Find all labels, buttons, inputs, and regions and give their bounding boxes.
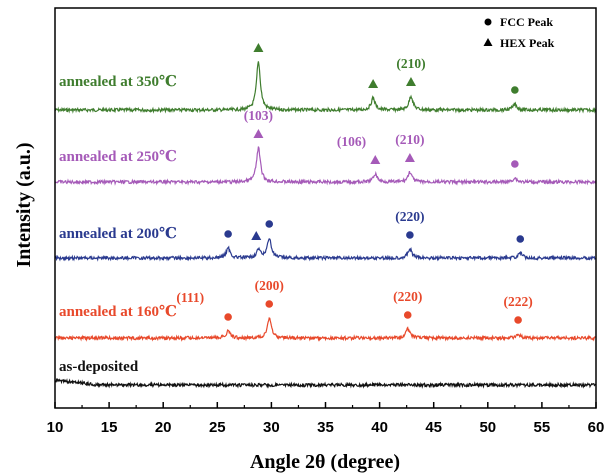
fcc-peak-marker [514, 316, 522, 324]
peak-annotation: (210) [395, 132, 424, 147]
hex-peak-marker [404, 153, 415, 162]
x-tick-label: 50 [479, 419, 496, 436]
series-line [54, 238, 597, 262]
traces-layer [54, 61, 597, 389]
peak-annotation: (103) [244, 108, 273, 123]
series-line [54, 146, 597, 186]
hex-peak-marker [251, 231, 262, 240]
peak-annotation: (210) [396, 56, 425, 71]
fcc-peak-marker [516, 235, 525, 243]
series-label: annealed at 160℃ [59, 304, 177, 320]
fcc-peak-marker [406, 231, 414, 239]
legend-hex-label: HEX Peak [500, 36, 555, 50]
fcc-peak-marker [265, 300, 274, 308]
x-tick-label: 45 [425, 419, 442, 436]
fcc-peak-marker [511, 86, 519, 94]
legend-hex-triangle-icon [483, 38, 493, 46]
x-tick-label: 25 [209, 419, 226, 436]
series-label: annealed at 250℃ [59, 149, 177, 165]
x-tick-label: 55 [534, 419, 551, 436]
markers-layer [224, 43, 525, 324]
hex-peak-marker [253, 43, 264, 52]
fcc-peak-marker [265, 220, 274, 228]
hex-peak-marker [253, 129, 264, 138]
x-axis-label: Angle 2θ (degree) [250, 451, 400, 473]
series-label: annealed at 200℃ [59, 226, 177, 242]
legend-fcc-label: FCC Peak [500, 15, 553, 29]
fcc-peak-marker [403, 311, 412, 319]
x-tick-label: 15 [101, 419, 118, 436]
x-tick-label: 20 [155, 419, 172, 436]
hex-peak-marker [370, 155, 381, 164]
legend: FCC Peak HEX Peak [483, 15, 555, 50]
hex-peak-marker [405, 77, 416, 86]
x-axis: 10 15 20 25 30 35 40 45 50 55 60 [47, 402, 605, 436]
peak-annotation: (200) [255, 278, 284, 293]
fcc-peak-marker [224, 313, 232, 321]
x-tick-label: 35 [317, 419, 334, 436]
peak-annotation: (220) [395, 209, 424, 224]
x-tick-label: 40 [371, 419, 388, 436]
x-tick-label: 30 [263, 419, 280, 436]
series-label: as-deposited [59, 359, 139, 375]
peak-annotation: (111) [176, 290, 204, 305]
x-tick-label: 60 [588, 419, 605, 436]
y-axis-label: Intensity (a.u.) [13, 142, 35, 267]
labels-layer: annealed at 350℃ (210) annealed at 250℃ (10… [59, 56, 533, 375]
series-line [54, 377, 597, 389]
fcc-peak-marker [511, 160, 519, 168]
fcc-peak-marker [224, 230, 232, 238]
x-tick-label: 10 [47, 419, 64, 436]
peak-annotation: (106) [337, 134, 366, 149]
series-label: annealed at 350℃ [59, 74, 177, 90]
peak-annotation: (222) [503, 294, 532, 309]
hex-peak-marker [368, 79, 379, 88]
legend-fcc-circle-icon [484, 18, 492, 26]
series-line [54, 61, 597, 114]
series-line [54, 317, 597, 342]
peak-annotation: (220) [393, 289, 422, 304]
